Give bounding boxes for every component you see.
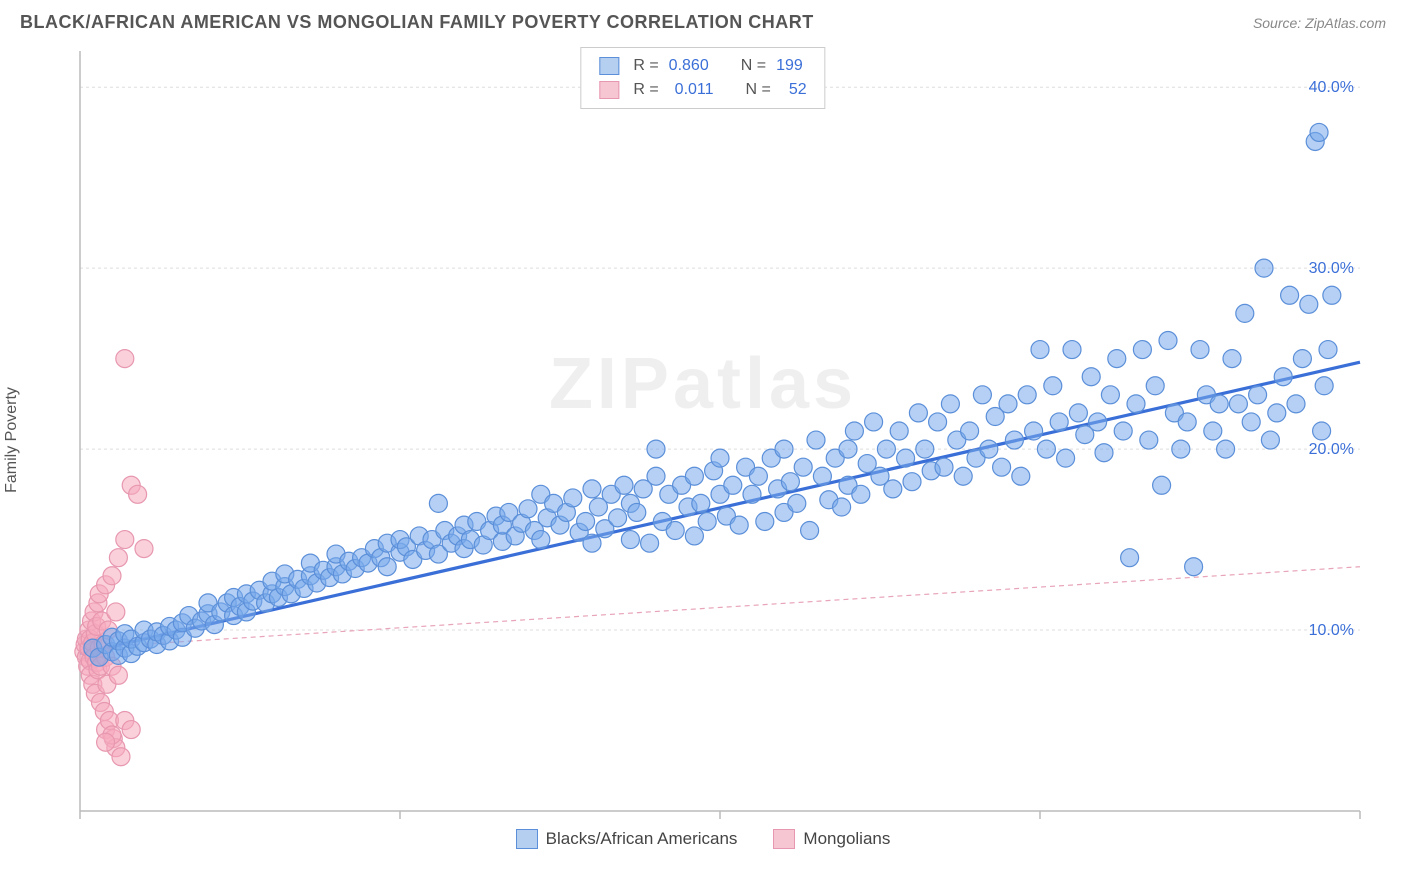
scatter-chart: 10.0%20.0%30.0%40.0%0.0%100.0% <box>20 41 1370 821</box>
legend-item-series-2: Mongolians <box>773 829 890 849</box>
legend-label-series-1: Blacks/African Americans <box>546 829 738 849</box>
chart-title: BLACK/AFRICAN AMERICAN VS MONGOLIAN FAMI… <box>20 12 814 33</box>
stats-legend-box: R = 0.860 N = 199 R = 0.011 N = 52 <box>580 47 825 109</box>
stats-r-value-1: 0.860 <box>669 54 709 78</box>
legend-item-series-1: Blacks/African Americans <box>516 829 738 849</box>
legend-swatch-series-1 <box>516 829 538 849</box>
chart-source: Source: ZipAtlas.com <box>1253 15 1386 31</box>
swatch-series-1 <box>599 57 619 75</box>
chart-header: BLACK/AFRICAN AMERICAN VS MONGOLIAN FAMI… <box>0 0 1406 41</box>
svg-text:10.0%: 10.0% <box>1309 622 1354 639</box>
svg-text:40.0%: 40.0% <box>1309 79 1354 96</box>
svg-text:20.0%: 20.0% <box>1309 441 1354 458</box>
legend-swatch-series-2 <box>773 829 795 849</box>
stats-n-label-2: N = <box>746 78 771 102</box>
stats-r-label-2: R = <box>633 78 658 102</box>
legend-label-series-2: Mongolians <box>803 829 890 849</box>
stats-n-label-1: N = <box>741 54 766 78</box>
stats-row-series-2: R = 0.011 N = 52 <box>599 78 806 102</box>
bottom-legend: Blacks/African Americans Mongolians <box>0 821 1406 851</box>
chart-container: Family Poverty ZIPatlas 10.0%20.0%30.0%4… <box>20 41 1386 821</box>
swatch-series-2 <box>599 81 619 99</box>
stats-r-label-1: R = <box>633 54 658 78</box>
stats-row-series-1: R = 0.860 N = 199 <box>599 54 806 78</box>
stats-n-value-2: 52 <box>781 78 807 102</box>
y-axis-label: Family Poverty <box>3 387 21 493</box>
svg-text:30.0%: 30.0% <box>1309 260 1354 277</box>
stats-n-value-1: 199 <box>776 54 803 78</box>
stats-r-value-2: 0.011 <box>669 78 714 102</box>
